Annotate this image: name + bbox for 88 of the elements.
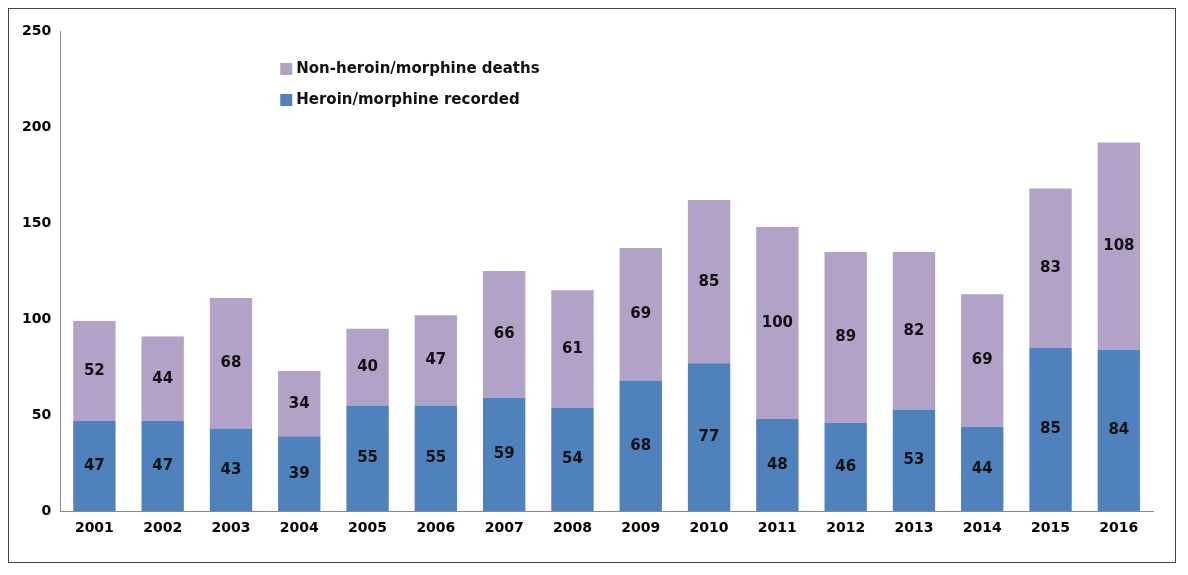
x-tick-label: 2008 (552, 519, 592, 536)
bar (141, 420, 184, 512)
data-label: 34 (288, 393, 310, 412)
legend-label: Non-heroin/morphine deaths (296, 58, 540, 77)
data-label: 44 (152, 368, 174, 387)
y-tick-label: 150 (21, 213, 52, 230)
data-label: 69 (630, 304, 652, 323)
legend-label: Heroin/morphine recorded (296, 89, 520, 108)
x-tick-label: 2003 (211, 519, 251, 536)
data-label: 82 (903, 320, 925, 339)
bar (209, 428, 253, 512)
y-tick-label: 250 (21, 21, 52, 38)
x-tick-label: 2010 (689, 519, 729, 536)
bar (482, 271, 526, 398)
bar (209, 297, 253, 429)
data-label: 83 (1040, 258, 1061, 277)
data-label: 43 (220, 459, 242, 478)
x-tick-label: 2001 (74, 519, 114, 536)
x-tick-label: 2002 (143, 519, 183, 536)
bar (619, 248, 662, 381)
bar (482, 397, 526, 512)
data-label: 46 (835, 456, 857, 475)
data-label: 47 (425, 350, 447, 369)
data-label: 84 (1108, 420, 1130, 439)
bar (619, 380, 662, 512)
bar (73, 420, 116, 512)
x-tick-label: 2009 (621, 519, 661, 536)
bar (1097, 349, 1141, 512)
x-tick-label: 2005 (348, 519, 388, 536)
data-label: 85 (1040, 419, 1061, 438)
bar (551, 290, 594, 408)
data-label: 77 (698, 427, 720, 446)
bar (346, 405, 389, 512)
x-tick-label: 2007 (484, 519, 524, 536)
data-label: 47 (83, 455, 105, 474)
bar (892, 409, 936, 512)
bar (1097, 142, 1141, 350)
data-label: 47 (152, 455, 174, 474)
x-tick-label: 2012 (826, 519, 866, 536)
data-label: 40 (357, 357, 378, 376)
data-label: 108 (1103, 236, 1135, 255)
x-tick-label: 2015 (1031, 519, 1071, 536)
data-label: 39 (288, 463, 310, 482)
data-label: 48 (766, 454, 788, 473)
data-label: 59 (493, 444, 515, 463)
bar (961, 294, 1004, 427)
data-label: 69 (971, 350, 993, 369)
data-label: 89 (835, 327, 857, 346)
data-label: 68 (220, 353, 242, 372)
data-label: 55 (425, 448, 447, 467)
data-label: 44 (971, 458, 993, 477)
x-tick-label: 2006 (416, 519, 456, 536)
data-label: 54 (562, 449, 583, 468)
data-label: 61 (562, 338, 583, 357)
data-label: 85 (698, 271, 720, 290)
y-tick-label: 200 (21, 117, 52, 134)
bar (73, 321, 116, 421)
data-label: 53 (903, 450, 925, 469)
data-label: 55 (357, 448, 378, 467)
bar (414, 405, 458, 512)
bar (824, 422, 867, 512)
data-label: 66 (493, 324, 515, 343)
bar (687, 363, 731, 512)
y-tick-label: 100 (21, 309, 52, 326)
bar (687, 200, 731, 364)
y-tick-label: 0 (41, 501, 52, 518)
bar (346, 328, 389, 406)
bar (824, 251, 867, 423)
bar (278, 436, 321, 512)
bar (1029, 347, 1072, 512)
bar (961, 426, 1004, 512)
bar (414, 315, 458, 406)
x-tick-label: 2016 (1099, 519, 1139, 536)
x-tick-label: 2011 (757, 519, 797, 536)
bar (551, 407, 594, 512)
bar (1029, 188, 1072, 348)
y-tick-label: 50 (31, 405, 52, 422)
x-tick-label: 2004 (279, 519, 320, 536)
data-label: 52 (83, 360, 105, 379)
bar (278, 370, 321, 437)
bar (756, 226, 799, 419)
data-label: 100 (761, 312, 794, 331)
bar (756, 419, 799, 512)
bar (892, 251, 936, 410)
data-label: 68 (630, 435, 652, 454)
x-tick-label: 2014 (962, 519, 1002, 536)
bar (141, 336, 184, 421)
x-tick-label: 2013 (894, 519, 934, 536)
